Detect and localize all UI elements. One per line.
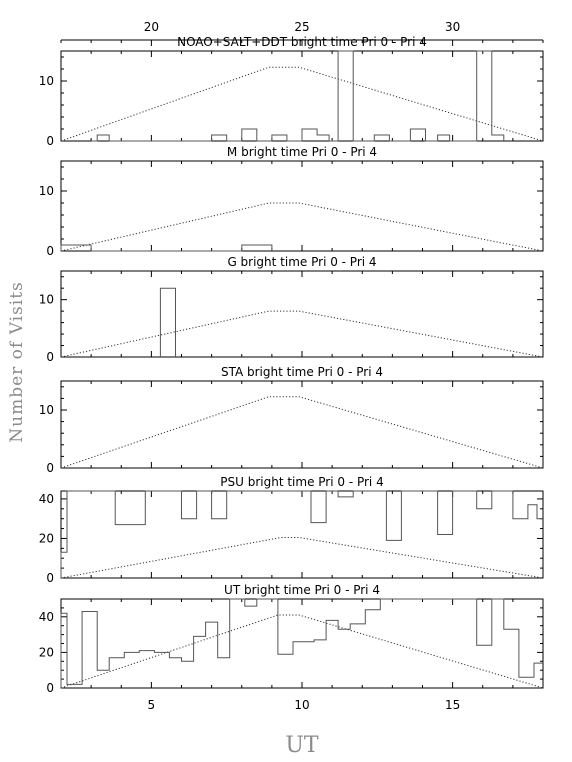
y-tick-label: 20 — [39, 531, 54, 545]
bottom-tick-label: 10 — [294, 698, 309, 712]
panel-frame — [60, 490, 544, 579]
x-axis-label: UT — [285, 733, 319, 758]
panel-title: G bright time Pri 0 - Pri 4 — [227, 255, 376, 269]
panel-title: PSU bright time Pri 0 - Pri 4 — [220, 475, 383, 489]
bottom-axis: 5 10 15 — [148, 698, 461, 712]
histogram-step — [60, 244, 273, 252]
panel-title: M bright time Pri 0 - Pri 4 — [227, 145, 377, 159]
y-axis-label: Number of Visits — [7, 281, 27, 442]
y-tick-label: 0 — [46, 350, 54, 364]
visibility-curve — [60, 614, 544, 689]
bottom-tick-label: 5 — [148, 698, 156, 712]
visibility-curve — [60, 202, 544, 252]
panel-3: 0 10 G bright time Pri 0 - Pri 4 — [39, 255, 544, 364]
y-tick-label: 10 — [39, 74, 54, 88]
panel-frame — [60, 598, 544, 689]
y-tick-label: 0 — [46, 134, 54, 148]
y-tick-label: 40 — [39, 492, 54, 506]
panel-4: 0 10 STA bright time Pri 0 - Pri 4 — [39, 365, 544, 475]
top-tick-label: 20 — [144, 20, 159, 34]
y-tick-label: 0 — [46, 571, 54, 585]
y-tick-label: 0 — [46, 461, 54, 475]
top-axis: 20 25 30 — [60, 20, 544, 46]
y-tick-label: 10 — [39, 184, 54, 198]
visibility-curve — [60, 310, 544, 358]
histogram-step — [159, 287, 176, 357]
y-tick-label: 40 — [39, 610, 54, 624]
panel-1: 0 10 NOAO+SALT+DDT bright time Pri 0 - Pri… — [39, 35, 544, 148]
top-tick-label: 30 — [445, 20, 460, 34]
panel-frame — [60, 380, 544, 469]
histogram-step — [60, 490, 543, 578]
y-tick-label: 10 — [39, 293, 54, 307]
chart-panels: 0 10 NOAO+SALT+DDT bright time Pri 0 - Pri… — [39, 35, 544, 695]
panel-5: 0 20 40 PSU bright time Pri 0 - Pri 4 — [39, 475, 544, 585]
panel-6: 0 20 40 UT bright time Pri 0 - Pri 4 — [39, 583, 544, 695]
y-tick-label: 0 — [46, 681, 54, 695]
visibility-curve — [60, 537, 544, 579]
visibility-curve — [60, 66, 544, 142]
y-tick-label: 0 — [46, 244, 54, 258]
histogram-step — [91, 50, 505, 142]
panel-frame — [60, 160, 544, 252]
panel-2: 0 10 M bright time Pri 0 - Pri 4 — [39, 145, 544, 258]
panel-frame — [60, 270, 544, 358]
visibility-curve — [60, 396, 544, 469]
histogram-step — [60, 598, 543, 688]
panel-frame — [60, 50, 544, 142]
panel-title: STA bright time Pri 0 - Pri 4 — [221, 365, 383, 379]
panel-title: UT bright time Pri 0 - Pri 4 — [224, 583, 380, 597]
y-tick-label: 20 — [39, 645, 54, 659]
top-tick-label: 25 — [294, 20, 309, 34]
panel-title: NOAO+SALT+DDT bright time Pri 0 - Pri 4 — [177, 35, 427, 49]
y-tick-label: 10 — [39, 403, 54, 417]
bottom-tick-label: 15 — [445, 698, 460, 712]
